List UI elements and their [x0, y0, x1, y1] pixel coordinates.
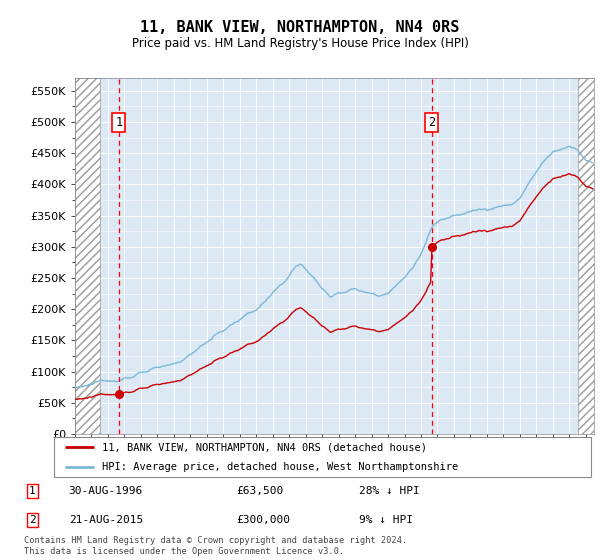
- Text: 1: 1: [29, 486, 36, 496]
- Text: Contains HM Land Registry data © Crown copyright and database right 2024.
This d: Contains HM Land Registry data © Crown c…: [24, 536, 407, 556]
- Text: 2: 2: [428, 115, 436, 129]
- Text: 9% ↓ HPI: 9% ↓ HPI: [359, 515, 413, 525]
- Text: 11, BANK VIEW, NORTHAMPTON, NN4 0RS (detached house): 11, BANK VIEW, NORTHAMPTON, NN4 0RS (det…: [103, 442, 427, 452]
- FancyBboxPatch shape: [54, 437, 591, 477]
- Bar: [578, 78, 594, 434]
- Text: 2: 2: [29, 515, 36, 525]
- Text: 21-AUG-2015: 21-AUG-2015: [68, 515, 143, 525]
- Text: £63,500: £63,500: [236, 486, 283, 496]
- Text: 1: 1: [115, 115, 122, 129]
- Text: 28% ↓ HPI: 28% ↓ HPI: [359, 486, 419, 496]
- Text: 30-AUG-1996: 30-AUG-1996: [68, 486, 143, 496]
- Text: 11, BANK VIEW, NORTHAMPTON, NN4 0RS: 11, BANK VIEW, NORTHAMPTON, NN4 0RS: [140, 20, 460, 35]
- Text: Price paid vs. HM Land Registry's House Price Index (HPI): Price paid vs. HM Land Registry's House …: [131, 37, 469, 50]
- Bar: [75, 78, 100, 434]
- Text: £300,000: £300,000: [236, 515, 290, 525]
- Text: HPI: Average price, detached house, West Northamptonshire: HPI: Average price, detached house, West…: [103, 463, 458, 473]
